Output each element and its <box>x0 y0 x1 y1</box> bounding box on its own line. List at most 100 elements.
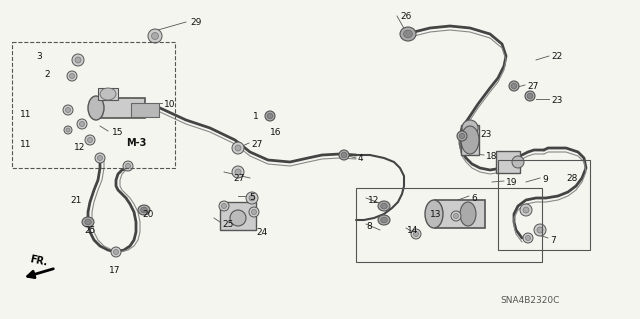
Text: 16: 16 <box>270 128 282 137</box>
Ellipse shape <box>425 200 443 228</box>
Ellipse shape <box>511 83 516 89</box>
Circle shape <box>67 71 77 81</box>
Circle shape <box>75 57 81 63</box>
Text: 7: 7 <box>550 236 556 245</box>
Text: 11: 11 <box>20 140 31 149</box>
Text: 12: 12 <box>368 196 380 205</box>
Text: FR.: FR. <box>28 255 48 268</box>
Circle shape <box>520 204 532 216</box>
Ellipse shape <box>265 111 275 121</box>
Bar <box>498 160 590 250</box>
Bar <box>131 103 159 117</box>
Circle shape <box>111 247 121 257</box>
Text: 10: 10 <box>164 100 175 109</box>
Circle shape <box>252 210 257 214</box>
Ellipse shape <box>339 150 349 160</box>
Circle shape <box>148 29 162 43</box>
Bar <box>12 42 175 168</box>
Circle shape <box>411 229 421 239</box>
Ellipse shape <box>381 217 387 223</box>
Text: 9: 9 <box>542 175 548 184</box>
Circle shape <box>219 201 229 211</box>
Circle shape <box>95 153 105 163</box>
Bar <box>95 98 145 118</box>
Circle shape <box>523 233 533 243</box>
Bar <box>435 200 485 228</box>
Circle shape <box>79 122 84 127</box>
Text: 25: 25 <box>222 220 234 229</box>
Text: 22: 22 <box>551 52 563 61</box>
Circle shape <box>525 235 531 241</box>
Circle shape <box>235 169 241 175</box>
Ellipse shape <box>457 131 467 141</box>
Circle shape <box>537 227 543 233</box>
Ellipse shape <box>462 120 478 136</box>
Text: 6: 6 <box>471 194 477 203</box>
Ellipse shape <box>525 91 535 101</box>
Text: 20: 20 <box>142 210 154 219</box>
Circle shape <box>70 73 74 78</box>
Ellipse shape <box>378 215 390 225</box>
Text: 23: 23 <box>480 130 492 139</box>
Text: 8: 8 <box>366 222 372 231</box>
Circle shape <box>88 137 93 143</box>
Text: 24: 24 <box>256 228 268 237</box>
Text: 13: 13 <box>430 210 442 219</box>
Bar <box>220 202 256 230</box>
Ellipse shape <box>88 96 104 120</box>
Circle shape <box>66 128 70 132</box>
Text: 29: 29 <box>190 18 202 27</box>
Text: SNA4B2320C: SNA4B2320C <box>500 296 560 305</box>
Circle shape <box>65 108 70 113</box>
Circle shape <box>97 155 102 160</box>
Text: 27: 27 <box>233 174 244 183</box>
Text: M-3: M-3 <box>126 138 147 148</box>
Circle shape <box>123 161 133 171</box>
Circle shape <box>63 105 73 115</box>
Text: 23: 23 <box>551 96 563 105</box>
Circle shape <box>221 204 227 209</box>
Ellipse shape <box>381 203 387 209</box>
Text: 2: 2 <box>44 70 50 79</box>
Circle shape <box>235 145 241 151</box>
Ellipse shape <box>460 202 476 226</box>
Circle shape <box>152 33 159 40</box>
Ellipse shape <box>82 217 94 227</box>
Ellipse shape <box>84 219 92 225</box>
Ellipse shape <box>141 207 147 213</box>
Circle shape <box>249 207 259 217</box>
Text: 21: 21 <box>70 196 81 205</box>
Circle shape <box>249 195 255 201</box>
Text: 25: 25 <box>84 226 95 235</box>
Ellipse shape <box>512 156 524 168</box>
Bar <box>496 151 520 173</box>
Text: 19: 19 <box>506 178 518 187</box>
Circle shape <box>454 213 458 219</box>
Text: 26: 26 <box>400 12 412 21</box>
Ellipse shape <box>378 201 390 211</box>
Circle shape <box>113 249 118 255</box>
Circle shape <box>232 166 244 178</box>
Ellipse shape <box>230 210 246 226</box>
Text: 15: 15 <box>112 128 124 137</box>
Ellipse shape <box>461 126 479 154</box>
Text: 11: 11 <box>20 110 31 119</box>
Ellipse shape <box>404 30 412 38</box>
Circle shape <box>77 119 87 129</box>
Circle shape <box>64 126 72 134</box>
Text: 17: 17 <box>109 266 120 275</box>
Ellipse shape <box>527 93 532 99</box>
Circle shape <box>451 211 461 221</box>
Text: 5: 5 <box>249 193 255 202</box>
Ellipse shape <box>341 152 347 158</box>
Ellipse shape <box>100 88 116 100</box>
Text: 14: 14 <box>407 226 419 235</box>
Text: 18: 18 <box>486 152 497 161</box>
Circle shape <box>85 135 95 145</box>
Circle shape <box>246 192 258 204</box>
Bar <box>356 188 542 262</box>
Circle shape <box>413 232 419 236</box>
Text: 12: 12 <box>74 143 85 152</box>
Text: 4: 4 <box>358 154 364 163</box>
Circle shape <box>72 54 84 66</box>
